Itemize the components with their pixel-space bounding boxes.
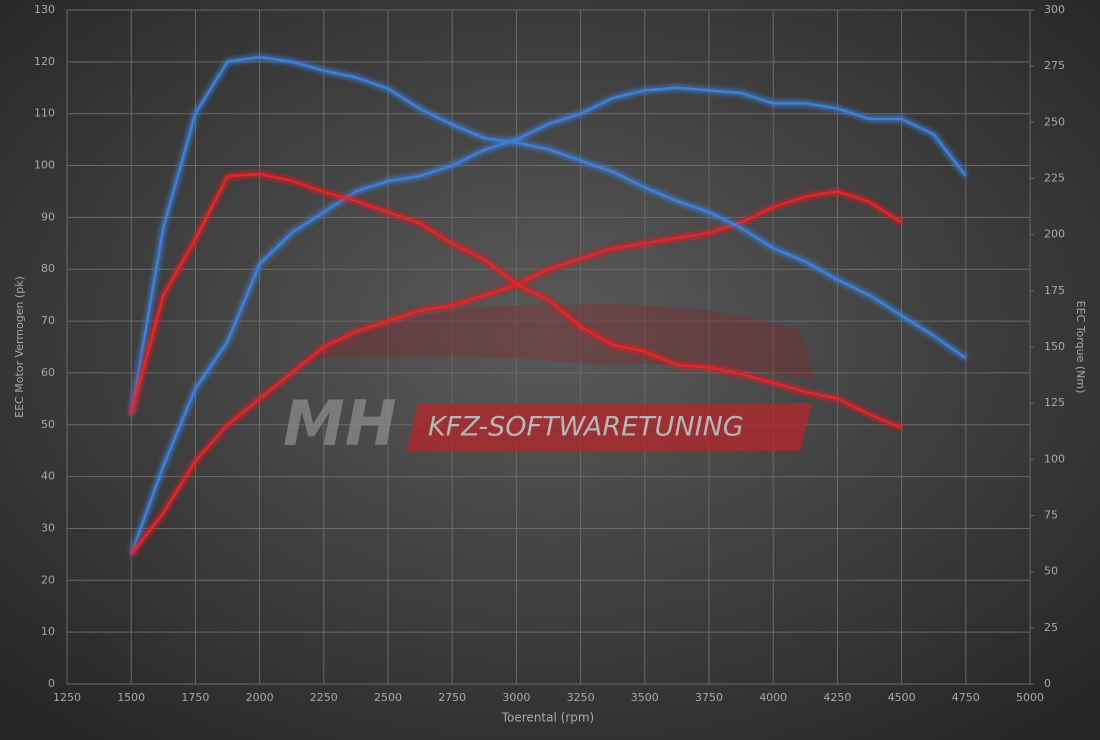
y-tick-label: 120 — [34, 55, 55, 68]
series-line — [129, 55, 967, 415]
y2-tick-label: 150 — [1044, 340, 1065, 353]
x-axis-label: Toerental (rpm) — [501, 711, 594, 725]
watermark: MH KFZ-SOFTWARETUNING — [283, 304, 815, 460]
y-tick-label: 10 — [41, 625, 55, 638]
y-tick-label: 20 — [41, 573, 55, 586]
y2-tick-label: 100 — [1044, 452, 1065, 465]
x-tick-label: 2750 — [438, 691, 466, 704]
y-tick-label: 40 — [41, 470, 55, 483]
y2-tick-label: 50 — [1044, 565, 1058, 578]
y2-tick-label: 25 — [1044, 621, 1058, 634]
x-tick-label: 4750 — [952, 691, 980, 704]
watermark-text: KFZ-SOFTWARETUNING — [428, 412, 744, 443]
series-line — [129, 172, 903, 430]
y2-axis-label: EEC Torque (Nm) — [1074, 301, 1087, 394]
y-tick-label: 130 — [34, 3, 55, 16]
x-tick-label: 5000 — [1016, 691, 1044, 704]
x-tick-label: 2250 — [310, 691, 338, 704]
y2-tick-label: 200 — [1044, 228, 1065, 241]
x-tick-label: 1500 — [117, 691, 145, 704]
x-tick-label: 3750 — [695, 691, 723, 704]
watermark-car — [300, 304, 815, 380]
y2-tick-label: 250 — [1044, 115, 1065, 128]
y-axis-label: EEC Motor Vermogen (pk) — [13, 276, 26, 418]
y2-tick-label: 75 — [1044, 509, 1058, 522]
watermark-logo: MH — [283, 387, 397, 460]
x-tick-label: 2500 — [374, 691, 402, 704]
y2-tick-label: 175 — [1044, 284, 1065, 297]
x-tick-label: 2000 — [246, 691, 274, 704]
x-tick-label: 3500 — [631, 691, 659, 704]
y-tick-label: 110 — [34, 107, 55, 120]
x-tick-label: 3250 — [567, 691, 595, 704]
y2-tick-label: 275 — [1044, 59, 1065, 72]
x-tick-label: 4500 — [888, 691, 916, 704]
watermark-band — [406, 403, 812, 451]
y-tick-label: 90 — [41, 210, 55, 223]
series-line — [130, 86, 967, 555]
x-tick-label: 4000 — [759, 691, 787, 704]
y-tick-label: 50 — [41, 418, 55, 431]
y2-tick-label: 0 — [1044, 677, 1051, 690]
x-tick-label: 1750 — [181, 691, 209, 704]
y2-tick-label: 225 — [1044, 172, 1065, 185]
y2-tick-label: 300 — [1044, 3, 1065, 16]
x-tick-label: 1250 — [53, 691, 81, 704]
y-tick-label: 0 — [48, 677, 55, 690]
y-tick-label: 70 — [41, 314, 55, 327]
y-tick-label: 80 — [41, 262, 55, 275]
lines — [129, 55, 967, 556]
x-tick-label: 3000 — [502, 691, 530, 704]
y2-tick-label: 125 — [1044, 396, 1065, 409]
x-tick-label: 4250 — [823, 691, 851, 704]
y-tick-label: 30 — [41, 521, 55, 534]
y-tick-label: 60 — [41, 366, 55, 379]
y-tick-label: 100 — [34, 159, 55, 172]
